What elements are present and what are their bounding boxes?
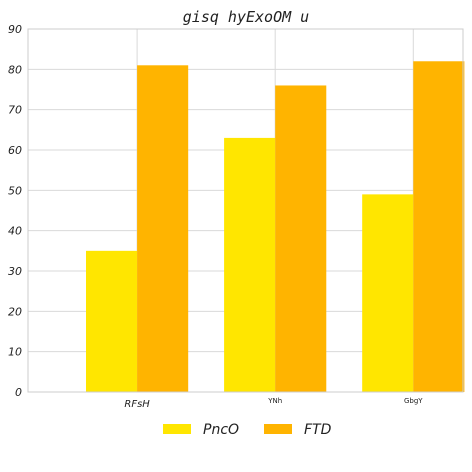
y-tick-label: 80 [8,63,22,76]
legend-label-pnco: PncO [203,422,239,438]
y-tick-label: 30 [8,265,22,278]
y-tick-label: 70 [8,104,22,117]
x-tick-label: YNh [267,397,282,405]
legend-swatch-pnco [163,424,191,434]
legend: PncO FTD [163,422,332,438]
x-tick-label: RFsH [124,399,150,410]
plot-frame [27,28,464,393]
y-tick-label: 20 [8,305,22,318]
y-tick-label: 50 [8,184,22,197]
bar-pnco-ynh [224,137,276,392]
bar-pnco-gbgy [362,194,414,392]
y-tick-label: 0 [15,386,22,399]
legend-label-ftd: FTD [304,422,332,438]
legend-swatch-ftd [264,424,292,434]
bar-ftd-ynh [275,85,327,392]
bar-ftd-rfsh [137,65,189,393]
bar-ftd-gbgy [413,61,465,393]
y-tick-label: 40 [8,225,22,238]
bar-pnco-rfsh [86,250,138,392]
y-tick-label: 10 [8,346,22,359]
bars [86,61,465,393]
chart-title: gisq hyExoOM u [183,8,309,26]
x-tick-label: GbgY [404,397,423,405]
y-tick-label: 60 [8,144,22,157]
y-tick-label: 90 [8,23,22,36]
axes: 0 10 20 30 40 50 60 70 80 90 RFsH YNh GbgY [8,23,464,410]
